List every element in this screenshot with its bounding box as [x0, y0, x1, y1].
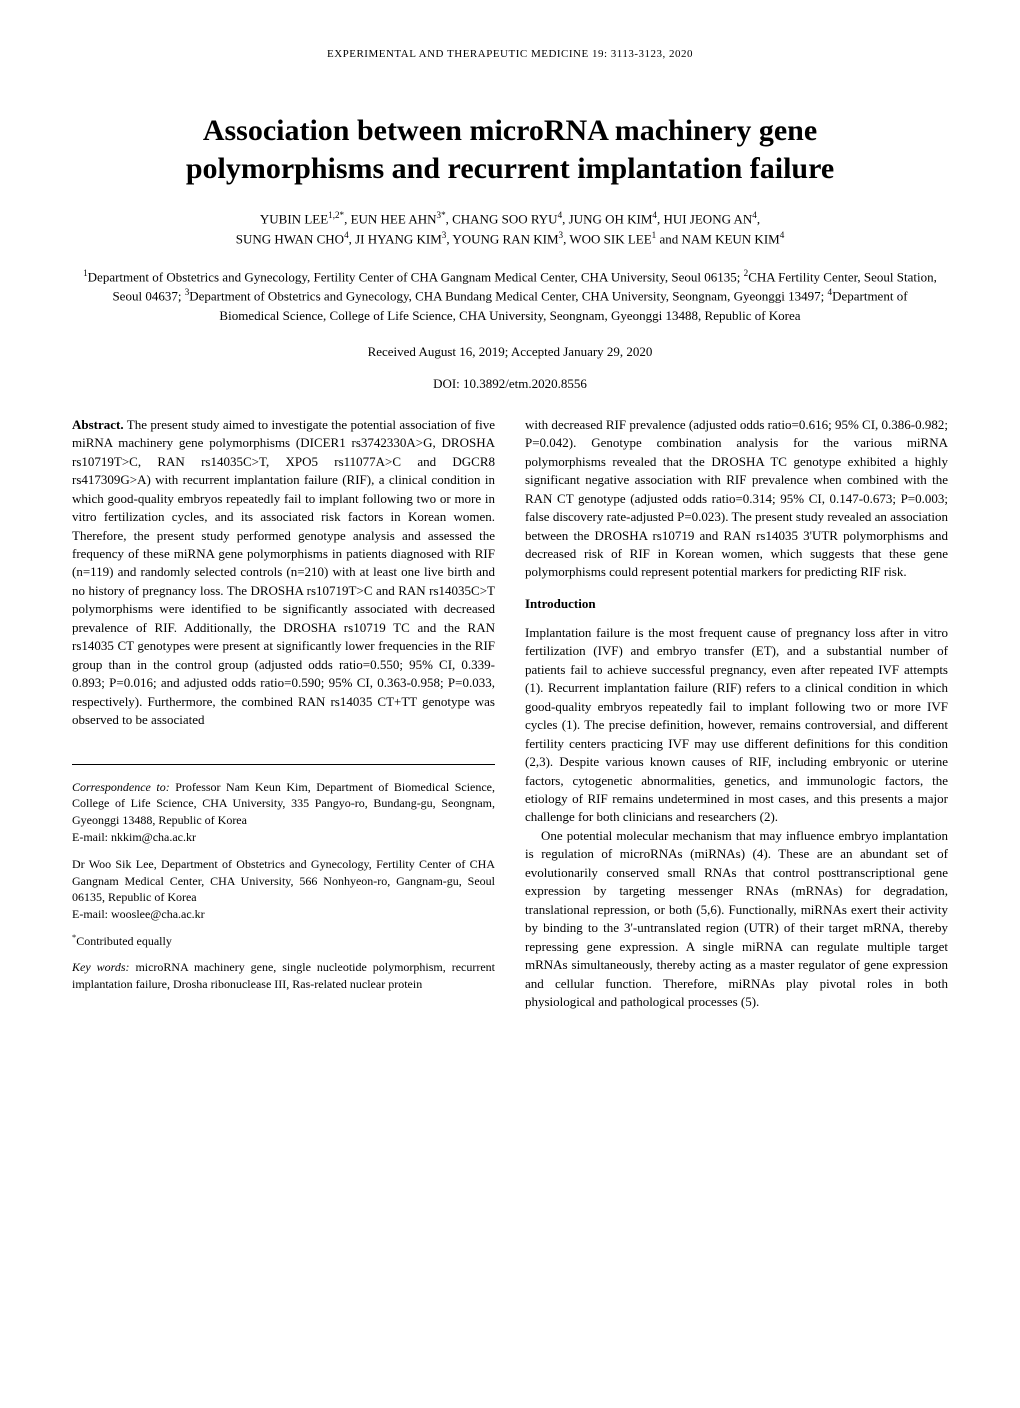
author-sup: 4	[780, 230, 785, 240]
affiliation: Department of Obstetrics and Gynecology,…	[88, 269, 744, 284]
journal-header: EXPERIMENTAL AND THERAPEUTIC MEDICINE 19…	[72, 48, 948, 60]
author-sep: , WOO SIK LEE	[563, 231, 652, 246]
author-sep: , YOUNG RAN KIM	[446, 231, 558, 246]
author: YUBIN LEE	[260, 211, 328, 226]
abstract-label: Abstract.	[72, 417, 124, 432]
author-sep: , JUNG OH KIM	[562, 211, 652, 226]
title-line-1: Association between microRNA machinery g…	[203, 114, 817, 147]
correspondence-email: E-mail: nkkim@cha.ac.kr	[72, 830, 196, 844]
author-sup: 3*	[437, 210, 446, 220]
author-sup: 1,2*	[328, 210, 344, 220]
article-title: Association between microRNA machinery g…	[72, 112, 948, 187]
keywords-label: Key words:	[72, 960, 130, 974]
introduction-heading: Introduction	[525, 596, 948, 612]
affiliations-block: 1Department of Obstetrics and Gynecology…	[72, 267, 948, 326]
doi: DOI: 10.3892/etm.2020.8556	[72, 376, 948, 392]
affiliation: Department of Obstetrics and Gynecology,…	[189, 289, 827, 304]
correspondence-email: E-mail: wooslee@cha.ac.kr	[72, 907, 205, 921]
correspondence-block: Correspondence to: Professor Nam Keun Ki…	[72, 779, 495, 923]
abstract-continuation: with decreased RIF prevalence (adjusted …	[525, 416, 948, 582]
author: SUNG HWAN CHO	[236, 231, 344, 246]
correspondence-label: Correspondence to:	[72, 780, 170, 794]
received-accepted: Received August 16, 2019; Accepted Janua…	[72, 344, 948, 360]
keywords-block: Key words: microRNA machinery gene, sing…	[72, 959, 495, 993]
intro-paragraph-1: Implantation failure is the most frequen…	[525, 624, 948, 827]
correspondence-text: Dr Woo Sik Lee, Department of Obstetrics…	[72, 857, 495, 905]
contributed-equally: *Contributed equally	[72, 933, 495, 949]
intro-paragraph-2: One potential molecular mechanism that m…	[525, 827, 948, 1012]
right-column: with decreased RIF prevalence (adjusted …	[525, 416, 948, 1012]
author-sep: , JI HYANG KIM	[349, 231, 442, 246]
author-sep: and NAM KEUN KIM	[656, 231, 780, 246]
author-sep: , CHANG SOO RYU	[446, 211, 558, 226]
keywords-text: microRNA machinery gene, single nucleoti…	[72, 960, 495, 991]
two-column-layout: Abstract. The present study aimed to inv…	[72, 416, 948, 1012]
left-column: Abstract. The present study aimed to inv…	[72, 416, 495, 1012]
title-line-2: polymorphisms and recurrent implantation…	[186, 152, 834, 185]
author-sep: , HUI JEONG AN	[657, 211, 752, 226]
abstract-body: The present study aimed to investigate t…	[72, 417, 495, 727]
contributed-text: Contributed equally	[76, 934, 172, 948]
author-sep: ,	[757, 211, 760, 226]
footnote-rule	[72, 764, 495, 765]
abstract-paragraph: Abstract. The present study aimed to inv…	[72, 416, 495, 730]
author-sep: , EUN HEE AHN	[344, 211, 436, 226]
authors-block: YUBIN LEE1,2*, EUN HEE AHN3*, CHANG SOO …	[72, 209, 948, 249]
